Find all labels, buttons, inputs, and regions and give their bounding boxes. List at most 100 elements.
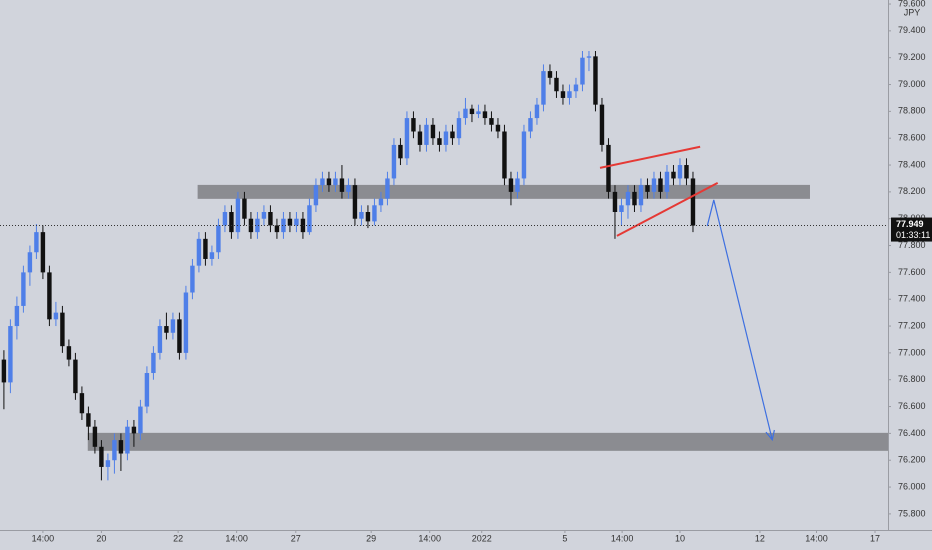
candle-body: [281, 218, 286, 233]
candle-body: [60, 312, 65, 347]
candle-body: [313, 185, 319, 206]
y-tick-label: 76.000: [898, 481, 926, 491]
candle-body: [365, 212, 371, 222]
candle-body: [157, 326, 163, 353]
candle-body: [560, 91, 566, 98]
candle-body: [586, 56, 592, 58]
x-tick-label: 22: [173, 533, 183, 543]
y-tick-label: 77.000: [898, 347, 926, 357]
y-tick-label: 78.400: [898, 159, 926, 169]
y-tick-label: 78.600: [898, 133, 926, 143]
candle-body: [268, 212, 273, 226]
candle-body: [593, 56, 598, 105]
candle-body: [580, 57, 585, 85]
candle-body: [599, 104, 605, 145]
candle-body: [521, 131, 527, 179]
candle-body: [606, 144, 611, 192]
candle-body: [1, 359, 7, 383]
candle-body: [671, 171, 676, 179]
candle-body: [86, 413, 91, 427]
candle-body: [651, 178, 657, 192]
candle-body: [638, 185, 644, 206]
x-tick-label: 14:00: [611, 533, 634, 543]
candle-body: [125, 426, 130, 454]
currency-label: JPY: [904, 7, 921, 17]
candle-body: [391, 144, 397, 179]
candle-body: [469, 108, 475, 115]
candle-body: [443, 131, 449, 145]
x-tick-label: 27: [291, 533, 301, 543]
y-tick-label: 76.200: [898, 455, 926, 465]
x-tick-label: 5: [562, 533, 567, 543]
y-tick-label: 77.400: [898, 294, 926, 304]
candle-body: [333, 178, 338, 186]
candle-body: [131, 426, 137, 434]
candle-body: [430, 124, 436, 139]
candle-body: [625, 191, 631, 206]
candle-body: [248, 218, 254, 233]
y-tick-label: 77.600: [898, 267, 926, 277]
candle-body: [34, 232, 39, 253]
candle-body: [359, 212, 364, 219]
candle-body: [664, 171, 670, 192]
candle-body: [456, 118, 462, 139]
y-tick-label: 76.600: [898, 401, 926, 411]
candle-body: [378, 198, 384, 206]
candle-body: [307, 205, 312, 233]
y-tick-label: 79.000: [898, 79, 926, 89]
last-price-box: [891, 217, 932, 242]
candle-body: [274, 225, 280, 233]
candle-body: [612, 191, 618, 212]
y-tick-label: 79.200: [898, 52, 926, 62]
x-tick-label: 17: [870, 533, 880, 543]
candle-body: [567, 91, 572, 98]
candle-body: [450, 131, 455, 139]
x-tick-label: 14:00: [225, 533, 248, 543]
candle-body: [99, 446, 104, 467]
trend-line: [599, 145, 701, 169]
candle-body: [632, 191, 637, 206]
candle-body: [235, 198, 241, 233]
countdown-label: 01:33:11: [896, 230, 930, 240]
candle-body: [79, 393, 85, 414]
candle-body: [105, 460, 111, 467]
candle-body: [138, 406, 143, 434]
candle-body: [346, 185, 351, 192]
candle-body: [658, 178, 663, 192]
y-tick-label: 75.800: [898, 508, 926, 518]
candle-body: [287, 218, 293, 226]
candle-body: [690, 178, 696, 226]
y-tick-label: 76.800: [898, 374, 926, 384]
candle-body: [118, 440, 124, 454]
candle-body: [463, 108, 468, 119]
candle-body: [372, 205, 377, 222]
arrow-head: [765, 429, 775, 442]
zone: [87, 432, 888, 451]
candle-body: [385, 178, 390, 199]
candle-body: [222, 212, 228, 226]
candle-body: [294, 218, 299, 226]
x-tick-label: 14:00: [418, 533, 441, 543]
y-tick-label: 78.800: [898, 106, 926, 116]
candle-body: [209, 252, 215, 259]
candle-body: [183, 292, 189, 353]
zone: [197, 184, 810, 199]
candle-body: [8, 326, 13, 383]
candle-body: [476, 111, 481, 115]
candle-body: [352, 185, 358, 219]
candle-body: [554, 77, 559, 92]
x-tick-label: 10: [675, 533, 685, 543]
x-tick-label: 2022: [472, 533, 492, 543]
candle-body: [47, 272, 52, 320]
candle-body: [66, 346, 72, 360]
x-tick-label: 14:00: [805, 533, 828, 543]
candle-body: [300, 218, 306, 233]
candle-body: [573, 84, 579, 92]
y-tick-label: 76.400: [898, 428, 926, 438]
candle-body: [541, 71, 546, 105]
candle-body: [196, 238, 202, 266]
candle-body: [547, 71, 553, 78]
